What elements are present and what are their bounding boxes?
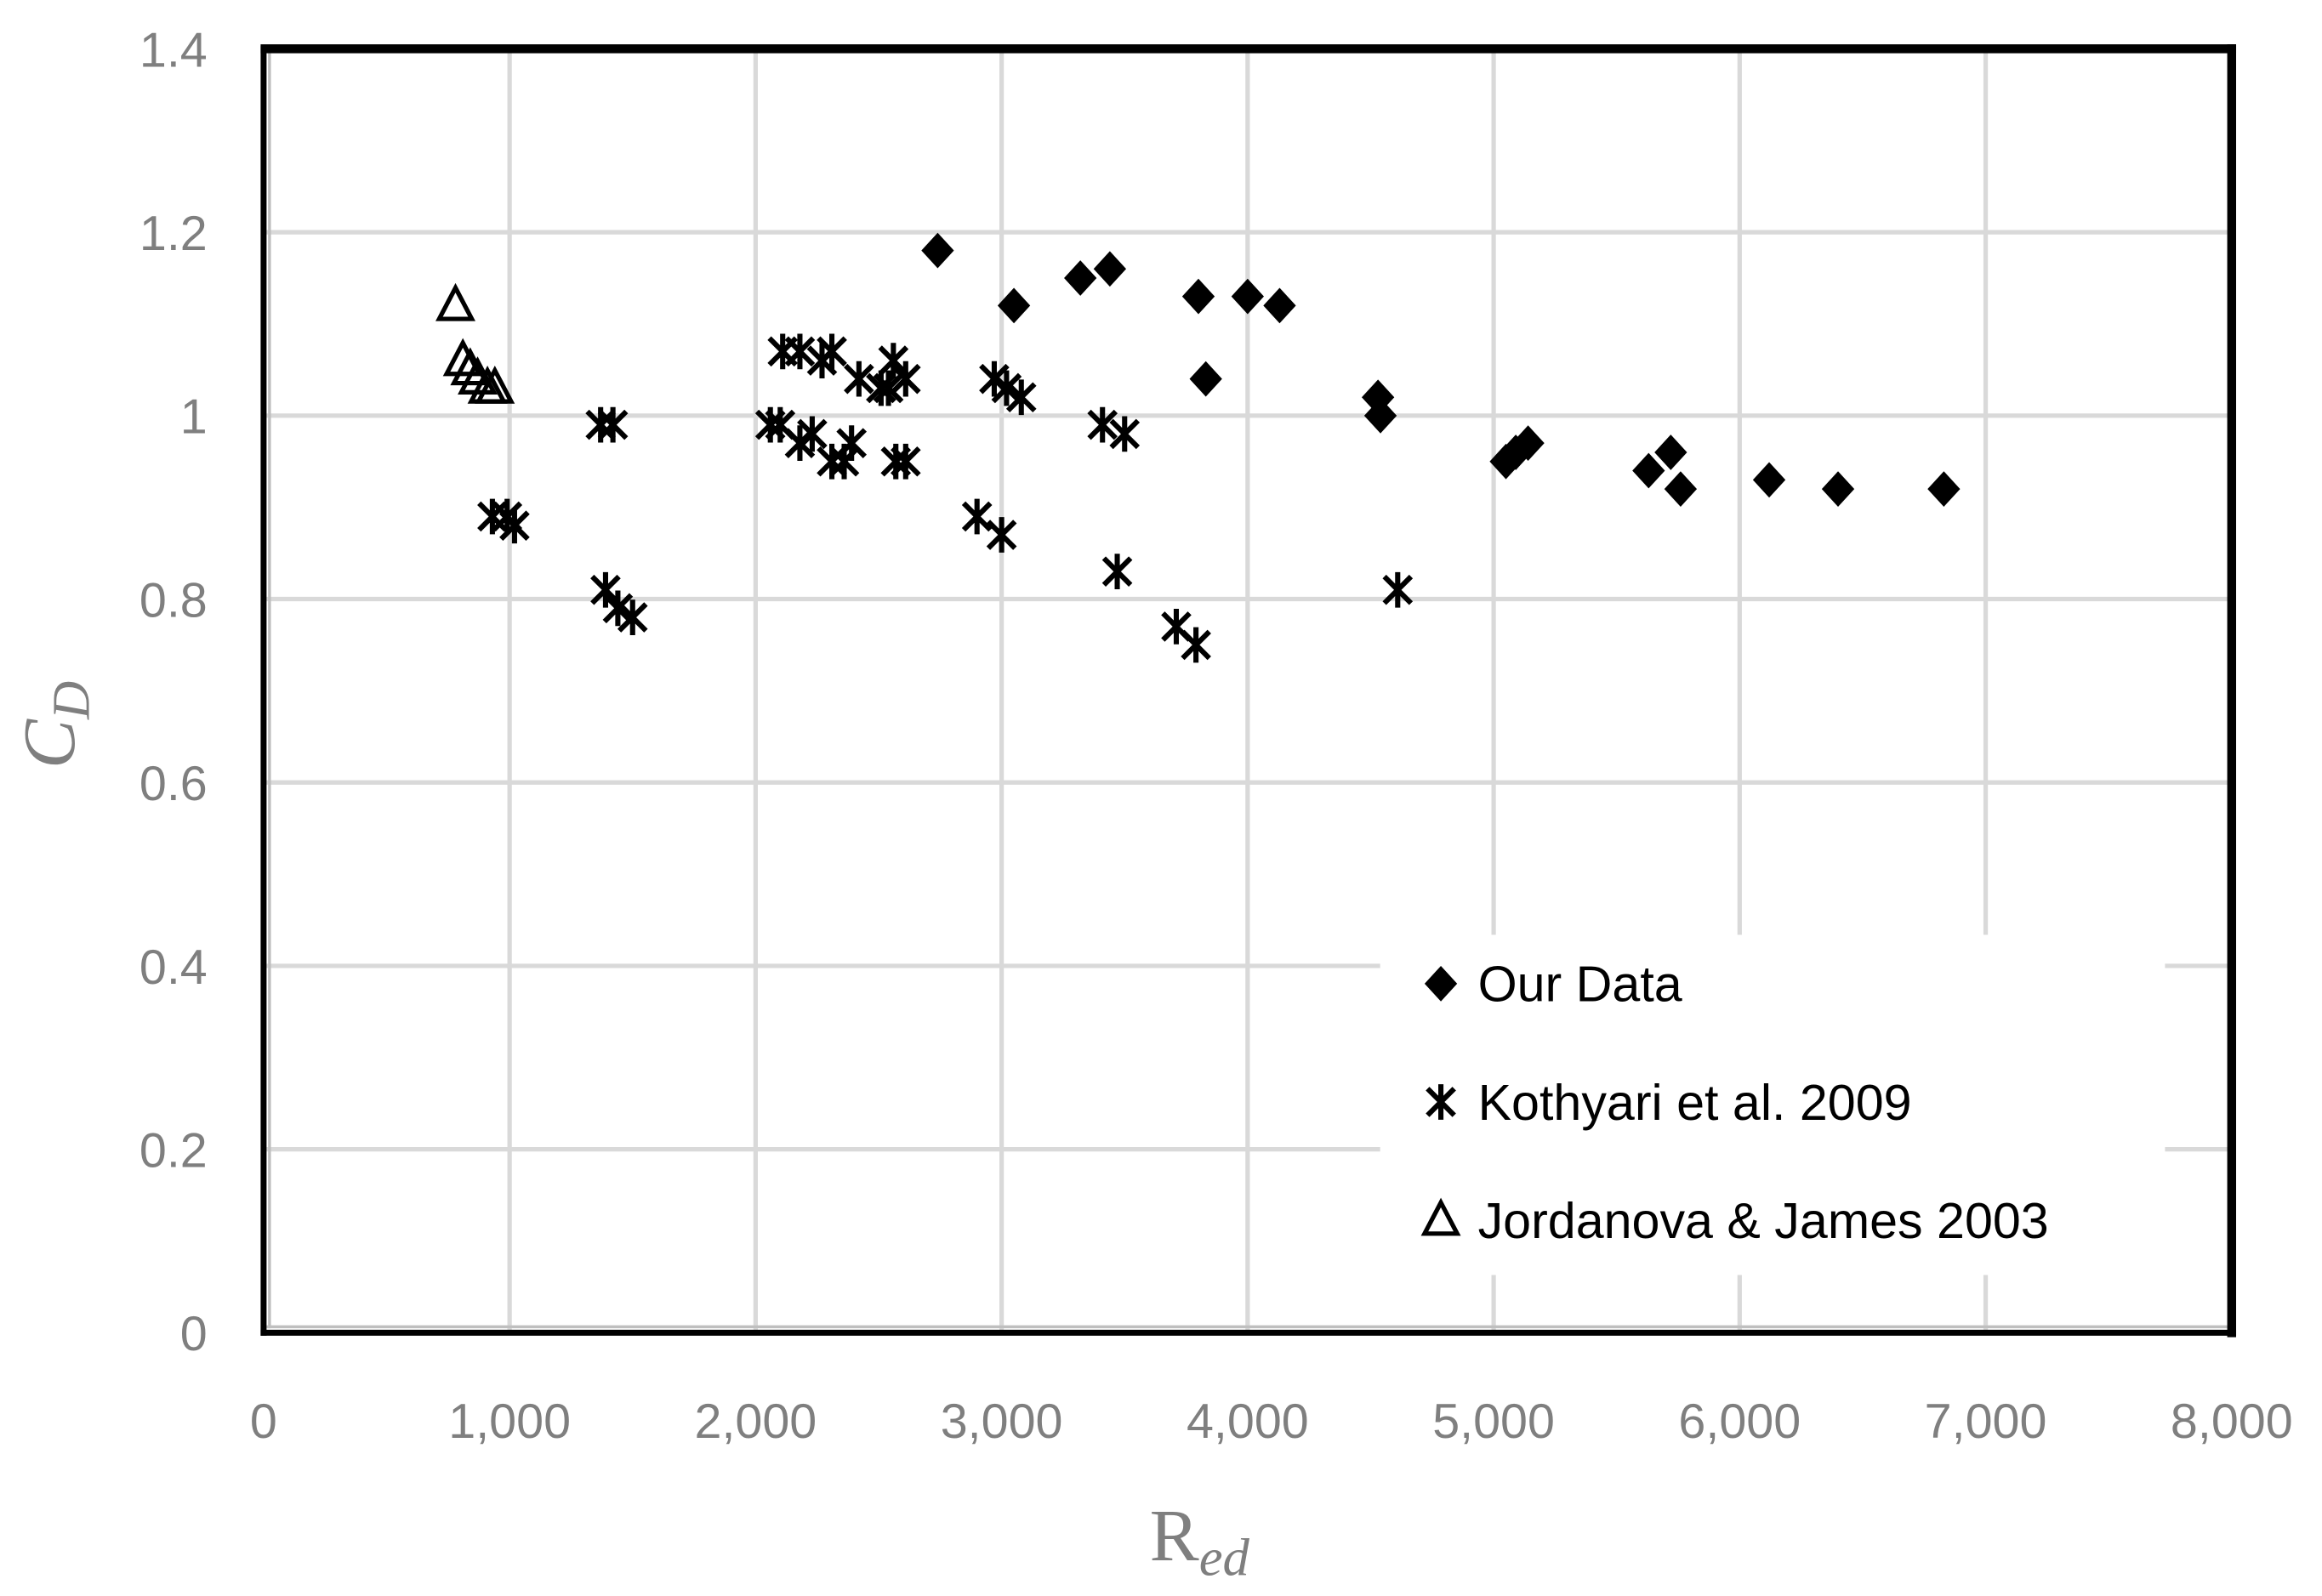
data-point-kothyari-et-al-2009 xyxy=(878,343,909,378)
x-tick-label: 7,000 xyxy=(1925,1394,2047,1449)
y-tick-label: 0.6 xyxy=(139,757,208,811)
y-tick-label: 0.8 xyxy=(139,573,208,628)
y-tick-label: 0.4 xyxy=(139,940,208,995)
data-point-kothyari-et-al-2009 xyxy=(890,443,921,480)
legend: Our Data Kothyari et al. 2009 Jordanova … xyxy=(1420,956,2049,1249)
x-axis-title-sub: ed xyxy=(1199,1528,1250,1587)
data-point-kothyari-et-al-2009 xyxy=(844,361,874,397)
y-tick-label: 0.2 xyxy=(139,1124,208,1179)
data-point-kothyari-et-al-2009 xyxy=(836,425,868,462)
data-point-kothyari-et-al-2009 xyxy=(1101,554,1133,590)
data-point-kothyari-et-al-2009 xyxy=(617,599,648,635)
data-point-our-data xyxy=(1189,361,1222,397)
x-tick-label: 4,000 xyxy=(1187,1394,1309,1449)
data-point-kothyari-et-al-2009 xyxy=(499,508,530,544)
x-tick-label: 2,000 xyxy=(694,1394,817,1449)
legend-label-kothyari: Kothyari et al. 2009 xyxy=(1478,1074,1912,1131)
data-point-our-data xyxy=(1363,397,1397,434)
data-point-our-data xyxy=(1664,471,1698,507)
legend-marker-jordanova-james-2003 xyxy=(1420,1197,1461,1236)
x-tick-label: 1,000 xyxy=(448,1394,571,1449)
data-point-our-data xyxy=(1064,260,1097,296)
y-axis-title-sub: D xyxy=(41,681,100,720)
data-point-kothyari-et-al-2009 xyxy=(986,517,1017,553)
data-point-kothyari-et-al-2009 xyxy=(1109,416,1141,452)
data-point-our-data xyxy=(997,287,1031,324)
data-point-kothyari-et-al-2009 xyxy=(991,370,1022,406)
data-point-kothyari-et-al-2009 xyxy=(961,498,993,535)
data-point-kothyari-et-al-2009 xyxy=(797,416,828,452)
data-point-kothyari-et-al-2009 xyxy=(1181,627,1211,663)
data-point-our-data xyxy=(921,232,954,269)
legend-label-jordanova: Jordanova & James 2003 xyxy=(1478,1192,2049,1249)
data-point-our-data xyxy=(1927,471,1961,507)
y-axis-title: CD xyxy=(8,681,100,769)
data-point-jordanova-james-2003 xyxy=(450,347,491,386)
x-tick-label: 6,000 xyxy=(1678,1394,1801,1449)
data-point-kothyari-et-al-2009 xyxy=(817,333,847,370)
legend-marker-kothyari-et-al-2009 xyxy=(1426,1084,1456,1120)
data-point-kothyari-et-al-2009 xyxy=(1087,406,1118,443)
data-point-kothyari-et-al-2009 xyxy=(602,590,634,627)
x-tick-label: 8,000 xyxy=(2171,1394,2293,1449)
data-point-jordanova-james-2003 xyxy=(435,282,475,321)
data-point-kothyari-et-al-2009 xyxy=(1005,379,1037,416)
data-point-our-data xyxy=(1752,462,1786,498)
legend-marker-our-data xyxy=(1424,965,1458,1002)
data-point-kothyari-et-al-2009 xyxy=(590,571,621,608)
y-tick-label: 0 xyxy=(180,1307,208,1361)
data-point-kothyari-et-al-2009 xyxy=(890,361,921,397)
x-tick-label: 3,000 xyxy=(941,1394,1063,1449)
legend-label-our-data: Our Data xyxy=(1478,956,1682,1013)
data-point-our-data xyxy=(1654,434,1687,470)
x-axis-title: Red xyxy=(1150,1494,1250,1587)
data-point-our-data xyxy=(1511,425,1545,462)
data-point-kothyari-et-al-2009 xyxy=(597,406,629,443)
x-tick-labels: 0 1,000 2,000 3,000 4,000 5,000 6,000 7,000 8,00… xyxy=(250,1394,2293,1449)
data-point-kothyari-et-al-2009 xyxy=(784,333,816,370)
legend-markers xyxy=(1420,965,1461,1236)
x-tick-label: 5,000 xyxy=(1432,1394,1555,1449)
data-point-jordanova-james-2003 xyxy=(442,338,483,377)
y-tick-label: 1 xyxy=(180,390,208,445)
data-point-jordanova-james-2003 xyxy=(475,365,515,404)
x-tick-label: 0 xyxy=(250,1394,277,1449)
y-tick-label: 1.2 xyxy=(139,207,208,261)
y-tick-label: 1.4 xyxy=(139,23,208,77)
data-point-our-data xyxy=(1821,471,1855,507)
plot-frame xyxy=(260,44,2237,1338)
data-point-our-data xyxy=(1499,434,1533,470)
data-point-kothyari-et-al-2009 xyxy=(873,370,904,406)
data-point-kothyari-et-al-2009 xyxy=(1382,571,1414,608)
data-point-our-data xyxy=(1632,452,1665,489)
data-points xyxy=(435,232,1961,663)
y-axis-title-main: C xyxy=(8,718,90,769)
x-axis-title-main: R xyxy=(1150,1494,1199,1576)
legend-background xyxy=(1380,934,2165,1275)
data-point-our-data xyxy=(1263,287,1296,324)
y-tick-labels: 0 0.2 0.4 0.6 0.8 1 1.2 1.4 xyxy=(139,23,208,1361)
